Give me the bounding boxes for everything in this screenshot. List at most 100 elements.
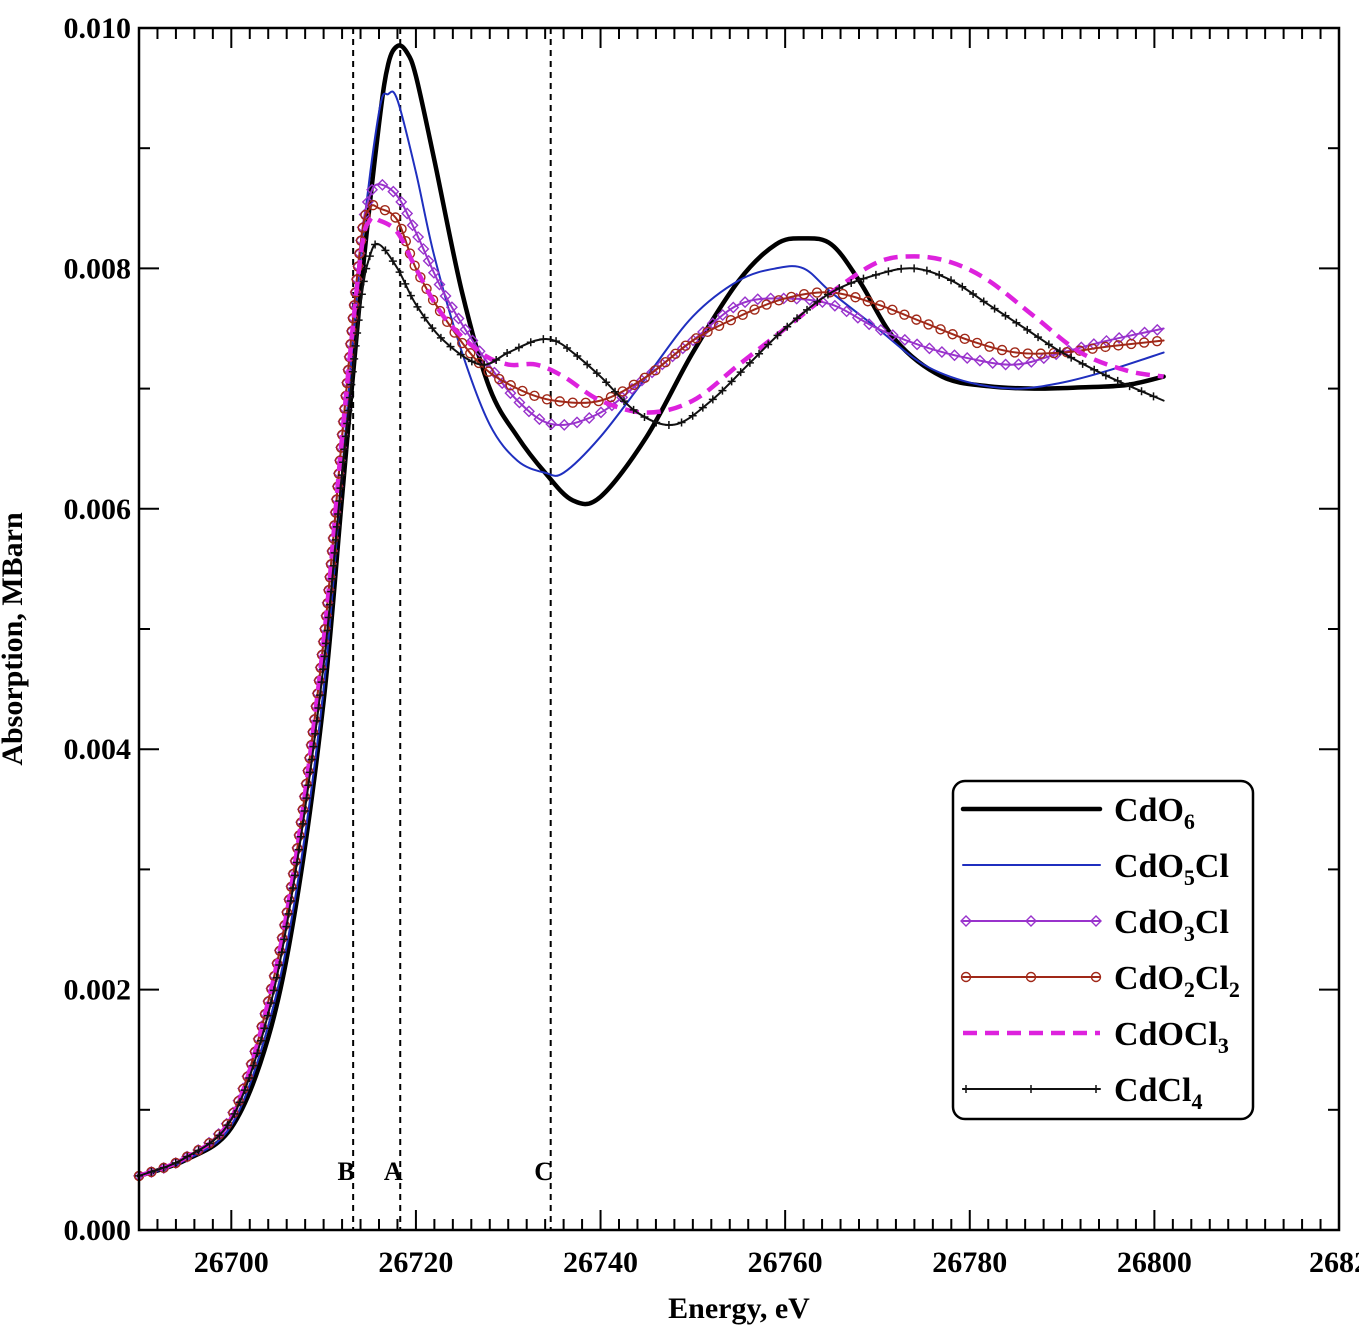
x-tick-label: 26700 — [194, 1246, 269, 1279]
series-marker — [446, 342, 455, 351]
series-marker — [513, 396, 526, 409]
series-marker — [708, 395, 717, 404]
series-marker — [147, 1167, 156, 1176]
series-marker — [465, 348, 476, 359]
series-marker — [803, 305, 812, 314]
series-marker — [660, 356, 671, 368]
series-marker — [650, 365, 661, 376]
series-marker — [737, 309, 748, 321]
y-axis-title: Absorption, MBarn — [0, 512, 29, 766]
series-marker — [266, 999, 275, 1008]
series-marker — [286, 896, 295, 905]
series-marker — [312, 716, 321, 725]
series-marker — [331, 535, 340, 544]
legend: CdO6 CdO5Cl CdO3Cl CdO2Cl2 CdOCl3 CdCl4 — [951, 779, 1255, 1121]
series-marker — [367, 199, 379, 211]
series-marker — [874, 324, 887, 336]
series-marker — [1001, 311, 1010, 320]
series-marker — [517, 385, 528, 397]
series-marker — [761, 299, 772, 310]
series-marker — [971, 337, 983, 349]
series-marker — [328, 574, 337, 583]
series-marker — [376, 178, 389, 191]
series-marker — [456, 350, 465, 359]
series-marker — [1037, 352, 1050, 365]
series-marker — [284, 909, 293, 918]
series-marker — [871, 270, 880, 279]
series-marker — [348, 367, 357, 376]
series-marker — [330, 548, 339, 557]
series-marker — [442, 316, 453, 328]
series-marker — [401, 207, 414, 220]
series-marker — [280, 935, 289, 944]
series-5 — [135, 240, 1165, 1180]
series-marker — [897, 264, 906, 273]
y-tick-label: 0.010 — [64, 12, 132, 45]
series-marker — [357, 290, 366, 299]
series-marker — [347, 380, 356, 389]
series-marker — [269, 986, 278, 995]
series-marker — [602, 378, 611, 387]
tick-labels: 26700 26720 26740 26760 26780 26800 2682 0.000 0… — [64, 12, 1359, 1279]
series-line — [138, 242, 1165, 1177]
series-marker — [874, 300, 886, 311]
legend-label: CdOCl3 — [1114, 1016, 1229, 1058]
legend-item-0: CdO6 — [960, 792, 1195, 834]
series-marker — [311, 729, 320, 738]
series-marker — [935, 346, 948, 359]
y-tick-label: 0.006 — [64, 493, 132, 526]
legend-swatch-marker — [1027, 1085, 1035, 1093]
series-marker — [886, 329, 899, 342]
y-tick-label: 0.004 — [64, 733, 132, 766]
series-marker — [1012, 318, 1021, 327]
series-marker — [986, 357, 999, 370]
series-marker — [1149, 392, 1158, 401]
series-marker — [676, 342, 689, 355]
legend-swatch-marker — [1092, 1085, 1100, 1093]
series-marker — [725, 315, 737, 326]
series-marker — [314, 703, 323, 712]
series-marker — [390, 212, 401, 223]
x-tick-label: 26780 — [932, 1246, 1007, 1279]
series-marker — [580, 397, 591, 409]
series-marker — [309, 742, 318, 751]
series-marker — [434, 305, 446, 317]
marker-label-C: C — [534, 1157, 553, 1186]
legend-item-4: CdOCl3 — [963, 1016, 1229, 1058]
legend-swatch-marker — [1090, 971, 1102, 983]
series-marker — [969, 289, 978, 298]
series-marker — [850, 292, 861, 303]
series-marker — [1034, 333, 1043, 342]
series-marker — [316, 691, 325, 700]
series-marker — [1025, 355, 1038, 368]
series-marker — [427, 266, 440, 279]
series-marker — [1151, 336, 1163, 347]
series-marker — [320, 652, 329, 661]
series-marker — [204, 1137, 215, 1149]
series-marker — [282, 922, 291, 931]
series-marker — [884, 267, 893, 276]
series-marker — [240, 1086, 249, 1095]
legend-label: CdCl4 — [1114, 1072, 1202, 1114]
legend-swatch-marker — [1025, 971, 1037, 983]
series-marker — [337, 471, 346, 480]
series-marker — [194, 1146, 203, 1155]
series-marker — [755, 349, 764, 358]
series-marker — [554, 396, 565, 407]
series-marker — [922, 266, 931, 275]
legend-box — [951, 779, 1255, 1121]
series-marker — [639, 372, 650, 384]
series-marker — [736, 368, 745, 377]
series-marker — [697, 326, 709, 339]
series-marker — [356, 303, 365, 312]
series-marker — [545, 418, 558, 431]
series-marker — [183, 1152, 192, 1161]
series-marker — [1044, 340, 1053, 349]
series-marker — [171, 1158, 180, 1167]
series-marker — [851, 311, 864, 324]
series-marker — [786, 291, 797, 303]
series-marker — [935, 270, 944, 279]
series-marker — [1125, 329, 1138, 342]
series-marker — [583, 360, 592, 369]
series-marker — [307, 755, 316, 764]
